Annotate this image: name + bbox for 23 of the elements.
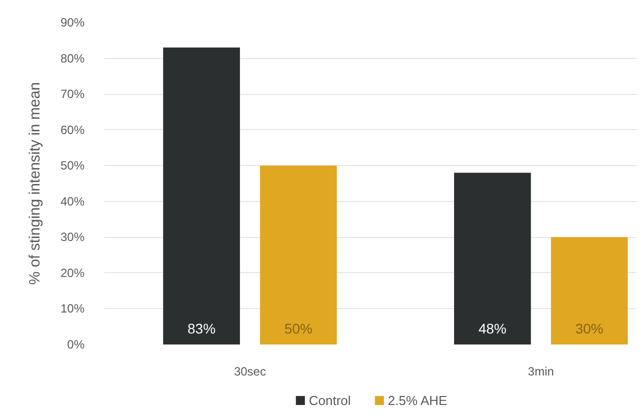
legend-label: Control bbox=[308, 393, 351, 408]
y-tick-label: 20% bbox=[60, 266, 85, 280]
y-axis-title: % of stinging intensity in mean bbox=[26, 82, 44, 285]
bar bbox=[454, 172, 531, 344]
data-label: 83% bbox=[188, 320, 216, 336]
y-tick-label: 30% bbox=[60, 230, 85, 244]
bar bbox=[550, 237, 628, 344]
bar bbox=[260, 166, 337, 344]
data-label: 30% bbox=[575, 320, 604, 336]
data-label: 48% bbox=[478, 320, 506, 336]
data-label: 50% bbox=[284, 320, 312, 336]
y-tick-label: 40% bbox=[60, 194, 85, 208]
y-tick-label: 10% bbox=[60, 302, 85, 316]
bar bbox=[163, 48, 240, 344]
x-tick-label: 30sec bbox=[234, 364, 266, 378]
y-tick-label: 60% bbox=[60, 122, 85, 137]
y-tick-label: 70% bbox=[60, 87, 85, 102]
legend-label: 2.5% AHE bbox=[388, 393, 448, 408]
x-tick-label: 3min bbox=[528, 364, 554, 378]
y-tick-label: 80% bbox=[60, 51, 85, 66]
y-tick-label: 90% bbox=[60, 16, 85, 30]
y-tick-label: 50% bbox=[60, 158, 85, 173]
y-tick-label: 0% bbox=[67, 338, 85, 352]
